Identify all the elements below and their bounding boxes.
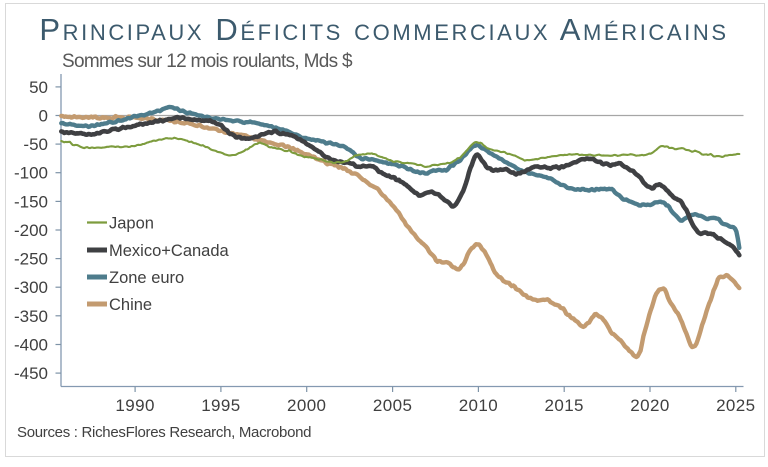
- svg-text:2025: 2025: [716, 396, 755, 415]
- svg-text:Mexico+Canada: Mexico+Canada: [109, 242, 230, 260]
- svg-text:-300: -300: [14, 278, 48, 297]
- svg-text:-100: -100: [14, 164, 48, 183]
- svg-text:2020: 2020: [630, 396, 669, 415]
- svg-text:-150: -150: [14, 192, 48, 211]
- svg-text:2010: 2010: [459, 396, 498, 415]
- svg-text:50: 50: [29, 78, 48, 97]
- svg-text:0: 0: [39, 107, 48, 126]
- svg-text:-250: -250: [14, 250, 48, 269]
- svg-text:1995: 1995: [201, 396, 240, 415]
- svg-text:-50: -50: [23, 135, 48, 154]
- svg-text:-400: -400: [14, 336, 48, 355]
- svg-text:1990: 1990: [115, 396, 154, 415]
- svg-text:-350: -350: [14, 307, 48, 326]
- svg-text:Zone euro: Zone euro: [109, 269, 184, 287]
- svg-text:Japon: Japon: [109, 214, 154, 232]
- svg-text:2000: 2000: [287, 396, 326, 415]
- svg-text:2005: 2005: [373, 396, 412, 415]
- svg-text:-450: -450: [14, 364, 48, 383]
- svg-text:Chine: Chine: [109, 296, 152, 314]
- svg-text:-200: -200: [14, 221, 48, 240]
- svg-text:2015: 2015: [544, 396, 583, 415]
